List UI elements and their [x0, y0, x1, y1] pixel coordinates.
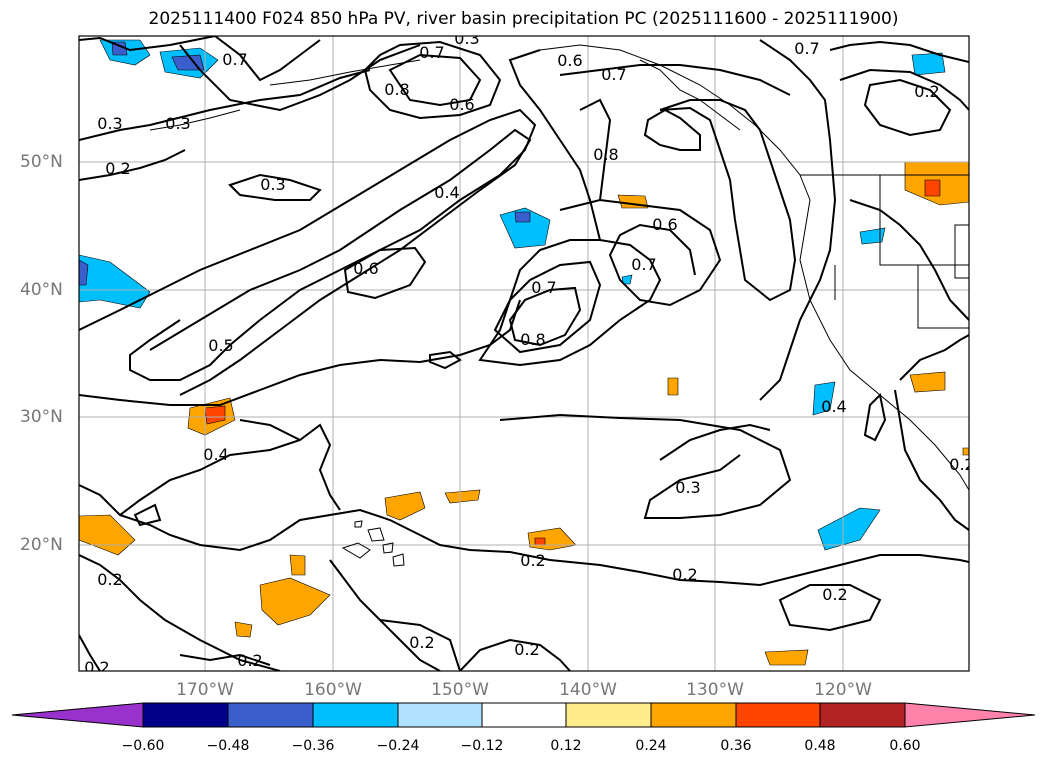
contour-label: 0.2 [949, 455, 974, 474]
lat-label: 40°N [20, 280, 63, 300]
contour-label: 0.8 [384, 80, 409, 99]
map-frame [78, 35, 970, 672]
lon-label: 170°W [176, 680, 234, 700]
contour-label: 0.7 [531, 278, 556, 297]
lon-label: 140°W [559, 680, 617, 700]
precip-positive-patch [667, 377, 679, 396]
precip-positive-patch [962, 447, 969, 456]
precip-positive-patch [764, 649, 809, 666]
contour-labels: 0.7 0.7 0.6 0.7 0.3 0.3 0.2 0.8 0.6 0.8 … [84, 29, 974, 677]
contour-label: 0.2 [105, 159, 130, 178]
lon-label: 160°W [304, 680, 362, 700]
contour-label: 0.4 [821, 397, 846, 416]
contour-label: 0.2 [672, 565, 697, 584]
colorbar-segment [142, 702, 229, 728]
contour-label: 0.2 [514, 640, 539, 659]
precip-negative-patch [812, 381, 836, 416]
precip-positive-patch [79, 514, 136, 556]
contour-label: 0.6 [652, 215, 677, 234]
colorbar-tick-label: −0.60 [121, 738, 165, 754]
precip-negative-patch [79, 259, 89, 286]
contour-label: 0.6 [353, 259, 378, 278]
lon-label: 120°W [814, 680, 872, 700]
lat-label: 30°N [20, 407, 63, 427]
precip-positive-patch [204, 405, 226, 425]
precip-positive-patch [444, 489, 481, 504]
colorbar-tick-label: 0.60 [889, 738, 921, 754]
contour-label: 0.6 [557, 51, 582, 70]
coastlines [149, 44, 969, 491]
contour-label: 0.8 [520, 330, 545, 349]
colorbar-segment [312, 702, 399, 728]
colorbar-tick-label: 0.48 [804, 738, 836, 754]
precip-positive-patch [234, 621, 253, 638]
colorbar-segment [481, 702, 567, 728]
colorbar-tick-label: 0.36 [720, 738, 752, 754]
contour-label: 0.7 [419, 43, 444, 62]
contour-label: 0.5 [208, 336, 233, 355]
colorbar-segment [819, 702, 906, 728]
contour-label: 0.2 [84, 658, 109, 677]
lon-label: 130°W [686, 680, 744, 700]
colorbar-extend-min [11, 702, 144, 728]
precip-negative-patch [499, 207, 551, 249]
contour-label: 0.2 [520, 551, 545, 570]
colorbar-tick-label: 0.12 [550, 738, 582, 754]
precip-negative-patch [514, 211, 531, 223]
contour-label: 0.3 [260, 175, 285, 194]
lat-label: 50°N [20, 152, 63, 172]
pv-contours [79, 36, 969, 671]
contour-label: 0.8 [593, 145, 618, 164]
precip-negative-patch [859, 227, 886, 245]
contour-label: 0.4 [434, 183, 459, 202]
contour-label: 0.7 [222, 50, 247, 69]
colorbar-tick-label: −0.24 [376, 738, 420, 754]
colorbar-segment [565, 702, 652, 728]
colorbar-tick-label: −0.48 [206, 738, 250, 754]
colorbar-tick-label: −0.36 [291, 738, 335, 754]
precip-negative-patch [817, 507, 881, 551]
contour-label: 0.2 [409, 633, 434, 652]
hawaii-islands [341, 520, 405, 567]
lon-label: 150°W [431, 680, 489, 700]
colorbar-segment [227, 702, 314, 728]
map-plot-area: 0.7 0.7 0.6 0.7 0.3 0.3 0.2 0.8 0.6 0.8 … [79, 29, 974, 677]
precip-positive-patch [259, 577, 331, 626]
colorbar-extend-max [904, 702, 1036, 728]
colorbar-segment [650, 702, 737, 728]
map-title: 2025111400 F024 850 hPa PV, river basin … [148, 9, 899, 29]
precip-positive-patch [384, 491, 426, 521]
colorbar-tick-label: −0.12 [460, 738, 504, 754]
contour-label: 0.6 [449, 95, 474, 114]
contour-label: 0.3 [454, 29, 479, 48]
contour-label: 0.7 [794, 39, 819, 58]
lat-label: 20°N [20, 535, 63, 555]
precip-negative-patch [911, 52, 946, 76]
colorbar [11, 702, 1036, 728]
precip-positive-patch [289, 554, 306, 576]
contour-label: 0.7 [601, 65, 626, 84]
contour-label: 0.2 [822, 585, 847, 604]
colorbar-segment [397, 702, 483, 728]
precip-positive-patch [909, 371, 946, 393]
contour-label: 0.2 [97, 570, 122, 589]
precip-positive-patch [534, 537, 546, 546]
contour-label: 0.3 [165, 114, 190, 133]
colorbar-segment [735, 702, 821, 728]
contour-label: 0.4 [203, 445, 228, 464]
contour-label: 0.3 [97, 114, 122, 133]
colorbar-tick-label: 0.24 [635, 738, 667, 754]
contour-label: 0.3 [675, 478, 700, 497]
contour-label: 0.2 [237, 651, 262, 670]
precip-negative-patch [79, 254, 151, 309]
contour-label: 0.2 [914, 82, 939, 101]
contour-label: 0.7 [631, 255, 656, 274]
precip-positive-patch [924, 179, 941, 197]
